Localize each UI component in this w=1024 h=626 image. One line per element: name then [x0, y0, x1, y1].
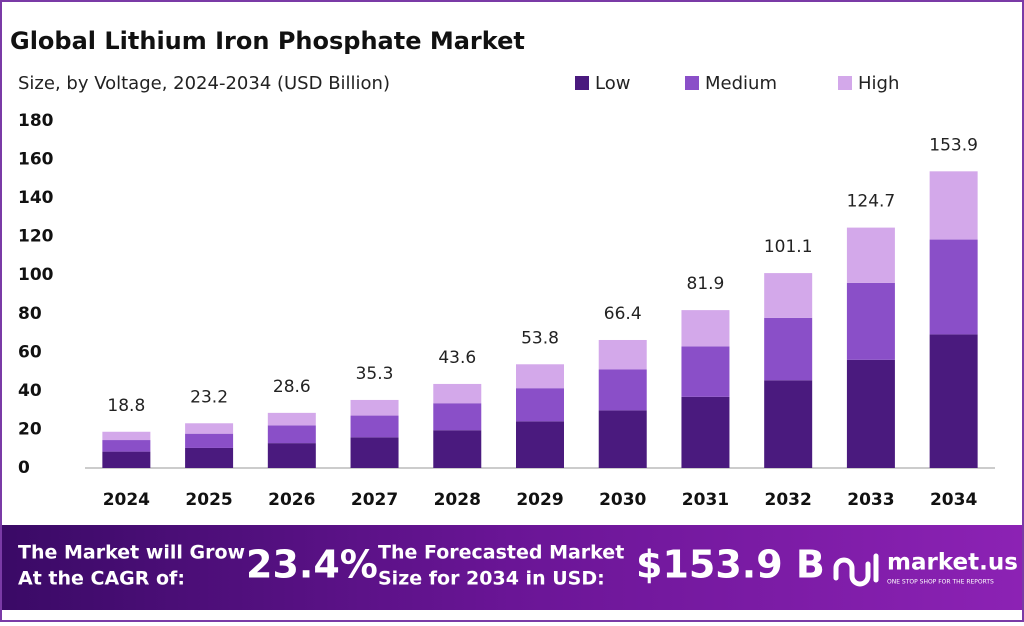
bar-segment: [846, 359, 895, 468]
y-tick-label: 40: [18, 381, 42, 401]
logo-tagline: ONE STOP SHOP FOR THE REPORTS: [887, 579, 994, 586]
bar-segment: [846, 282, 895, 360]
bar-segment: [102, 440, 151, 452]
total-label: 53.8: [521, 328, 559, 348]
x-tick-label: 2028: [434, 490, 481, 510]
bar-segment: [598, 339, 647, 370]
y-tick-label: 80: [18, 304, 42, 324]
legend-label: Low: [595, 73, 630, 94]
bar-segment: [102, 431, 151, 441]
bar-segment: [433, 383, 482, 404]
total-label: 153.9: [929, 135, 978, 155]
chart-subtitle: Size, by Voltage, 2024-2034 (USD Billion…: [18, 73, 390, 94]
bar-segment: [764, 273, 813, 318]
chart-title: Global Lithium Iron Phosphate Market: [10, 27, 525, 55]
x-tick-label: 2026: [268, 490, 315, 510]
bar-segment: [185, 447, 234, 468]
y-tick-label: 0: [18, 458, 30, 478]
bar-segment: [433, 403, 482, 431]
y-tick-label: 60: [18, 342, 42, 362]
bar-segment: [764, 380, 813, 468]
bar-segment: [350, 399, 399, 416]
bar-segment: [185, 433, 234, 448]
total-label: 66.4: [604, 304, 642, 324]
x-tick-label: 2030: [599, 490, 646, 510]
forecast-label: Size for 2034 in USD:: [378, 568, 605, 590]
bar-segment: [267, 443, 316, 468]
bar-segment: [185, 423, 234, 434]
x-tick-label: 2029: [516, 490, 563, 510]
bar-segment: [516, 421, 564, 468]
bar-segment: [929, 334, 978, 468]
total-label: 124.7: [847, 192, 896, 212]
bar-segment: [516, 388, 564, 422]
total-label: 43.6: [438, 348, 476, 368]
legend: Low Medium High: [575, 73, 899, 94]
y-tick-label: 140: [18, 188, 54, 208]
bar-segment: [929, 239, 978, 335]
x-tick-label: 2034: [930, 490, 977, 510]
total-label: 28.6: [273, 377, 311, 397]
bar-segment: [681, 310, 730, 347]
bar-segment: [929, 171, 978, 240]
bar-segment: [681, 396, 730, 468]
y-tick-label: 100: [18, 265, 54, 285]
legend-swatch: [685, 76, 699, 90]
bar-segment: [598, 410, 647, 468]
x-tick-label: 2025: [185, 490, 232, 510]
bar-segment: [764, 317, 813, 381]
bar-segment: [433, 430, 482, 468]
forecast-label: The Forecasted Market: [378, 542, 624, 564]
legend-swatch: [575, 76, 589, 90]
total-label: 18.8: [107, 396, 145, 416]
y-tick-label: 180: [18, 111, 54, 131]
legend-label: Medium: [705, 73, 777, 94]
x-tick-label: 2033: [847, 490, 894, 510]
x-tick-label: 2032: [765, 490, 812, 510]
bar-segment: [350, 415, 399, 438]
total-label: 101.1: [764, 237, 813, 257]
logo-text: market.us: [887, 550, 1018, 576]
bar-segment: [681, 346, 730, 397]
bar-segment: [267, 425, 316, 444]
legend-label: High: [858, 73, 899, 94]
logo-icon: [833, 553, 879, 587]
x-tick-label: 2024: [103, 490, 150, 510]
legend-swatch: [838, 76, 852, 90]
total-label: 81.9: [687, 274, 725, 294]
total-label: 23.2: [190, 387, 228, 407]
forecast-value: $153.9 B: [636, 543, 825, 587]
x-tick-label: 2027: [351, 490, 398, 510]
total-label: 35.3: [356, 364, 394, 384]
y-tick-label: 20: [18, 419, 42, 439]
bar-segment: [846, 227, 895, 283]
cagr-value: 23.4%: [246, 543, 378, 587]
y-tick-label: 160: [18, 150, 54, 170]
bar-segment: [350, 437, 399, 468]
x-tick-label: 2031: [682, 490, 729, 510]
cagr-label: At the CAGR of:: [18, 568, 185, 590]
bar-segment: [102, 451, 151, 468]
bar-segment: [598, 369, 647, 411]
cagr-label: The Market will Grow: [18, 542, 245, 564]
bar-segment: [516, 364, 564, 389]
y-tick-label: 120: [18, 227, 54, 247]
bar-segment: [267, 412, 316, 426]
